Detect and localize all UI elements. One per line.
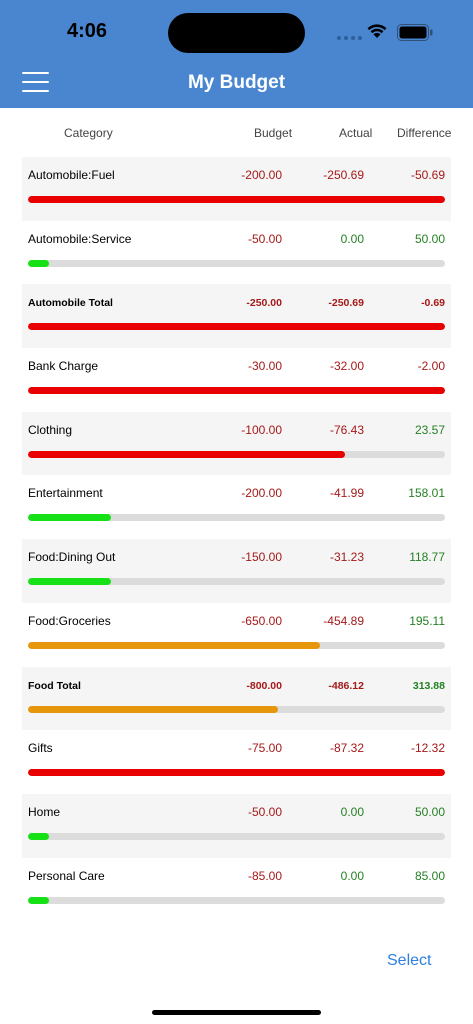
row-category: Automobile:Fuel [28,168,115,182]
row-difference: 118.77 [409,550,445,565]
progress-bar [28,514,445,522]
budget-row[interactable]: Bank Charge -30.00 -32.00 -2.00 [22,348,451,412]
progress-bar [28,769,445,777]
dynamic-island [168,13,305,53]
row-budget: -200.00 [241,168,282,182]
row-difference: 85.00 [414,868,445,883]
progress-bar-fill [28,641,320,649]
progress-bar [28,832,445,840]
budget-row[interactable]: Food:Groceries -650.00 -454.89 195.11 [22,603,451,667]
progress-bar-fill [28,196,445,203]
row-actual: 0.00 [340,804,364,819]
budget-row[interactable]: Food Total -800.00 -486.12 313.88 [22,666,451,731]
row-actual: -87.32 [329,741,364,756]
column-header-difference[interactable]: Difference [397,126,452,140]
row-budget: -30.00 [247,359,282,374]
progress-bar-fill [28,578,112,586]
row-actual: -250.69 [323,168,364,182]
row-category: Bank Charge [28,359,99,374]
budget-row[interactable]: Clothing -100.00 -76.43 23.57 [22,411,451,476]
row-budget: -800.00 [246,679,282,692]
progress-bar-fill [28,705,279,713]
status-time: 4:06 [67,20,108,42]
row-budget: -200.00 [241,486,282,501]
budget-row[interactable]: Entertainment -200.00 -41.99 158.01 [22,475,451,539]
row-category: Automobile:Service [28,231,132,246]
row-category: Home [28,804,61,819]
row-actual: -454.89 [323,613,364,628]
progress-bar-fill [28,769,445,777]
battery-icon [397,24,433,41]
navigation-bar: 4:06 My Budget [0,0,473,108]
progress-bar [28,896,445,904]
menu-icon[interactable] [22,72,49,92]
home-indicator[interactable] [152,1010,321,1015]
budget-row[interactable]: Food:Dining Out -150.00 -31.23 118.77 [22,539,451,603]
budget-row[interactable]: Gifts -75.00 -87.32 -12.32 [22,730,451,794]
budget-row[interactable]: Automobile Total -250.00 -250.69 -0.69 [22,284,451,349]
progress-bar [28,196,445,203]
progress-bar-fill [28,323,445,331]
row-budget: -250.00 [246,297,282,310]
progress-bar [28,259,445,267]
progress-bar-fill [28,832,49,840]
row-budget: -50.00 [247,804,282,819]
row-actual: 0.00 [340,231,364,246]
row-category: Food:Groceries [28,613,111,628]
cellular-signal-icon [337,36,362,40]
budget-row[interactable]: Automobile:Fuel -200.00 -250.69 -50.69 [22,157,451,221]
budget-row[interactable]: Home -50.00 0.00 50.00 [22,793,451,858]
progress-bar-fill [28,896,49,904]
column-header-category[interactable]: Category [64,126,113,140]
row-difference: 313.88 [412,679,445,692]
row-actual: -41.99 [329,486,364,501]
progress-bar-fill [28,514,112,522]
progress-bar [28,387,445,395]
row-budget: -150.00 [241,550,282,565]
row-budget: -85.00 [247,868,282,883]
progress-bar-fill [28,450,345,458]
row-budget: -100.00 [241,422,282,437]
row-difference: 23.57 [414,422,445,437]
row-actual: -250.69 [328,297,364,310]
column-header-actual[interactable]: Actual [339,126,373,140]
progress-bar [28,450,445,458]
progress-bar-fill [28,259,49,267]
row-actual: -486.12 [328,679,364,692]
row-budget: -50.00 [247,231,282,246]
row-difference: 50.00 [414,231,445,246]
row-budget: -75.00 [247,741,282,756]
row-actual: 0.00 [340,868,364,883]
row-category: Clothing [28,422,73,437]
row-category: Entertainment [28,486,103,501]
row-actual: -76.43 [329,422,364,437]
row-difference: 158.01 [408,486,445,501]
row-category: Personal Care [28,868,105,883]
budget-row[interactable]: Automobile:Service -50.00 0.00 50.00 [22,221,451,285]
row-actual: -31.23 [329,550,364,565]
row-difference: 50.00 [414,804,445,819]
row-category: Automobile Total [28,297,113,310]
row-difference: -2.00 [417,359,445,374]
row-difference: -50.69 [410,168,445,182]
progress-bar [28,323,445,331]
row-category: Food Total [28,679,81,692]
progress-bar [28,578,445,586]
progress-bar [28,705,445,713]
column-header-budget[interactable]: Budget [254,126,293,140]
row-difference: 195.11 [409,613,445,628]
row-budget: -650.00 [241,613,282,628]
progress-bar-fill [28,387,445,395]
budget-row[interactable]: Personal Care -85.00 0.00 85.00 [22,858,451,922]
row-actual: -32.00 [329,359,364,374]
row-difference: -0.69 [421,297,445,310]
progress-bar [28,641,445,649]
page-title: My Budget [187,72,286,93]
row-category: Gifts [28,741,53,756]
row-category: Food:Dining Out [28,550,116,565]
select-button[interactable]: Select [387,952,432,969]
wifi-icon [367,24,387,38]
budget-list: Automobile:Fuel -200.00 -250.69 -50.69 A… [22,157,451,921]
row-difference: -12.32 [410,741,445,756]
